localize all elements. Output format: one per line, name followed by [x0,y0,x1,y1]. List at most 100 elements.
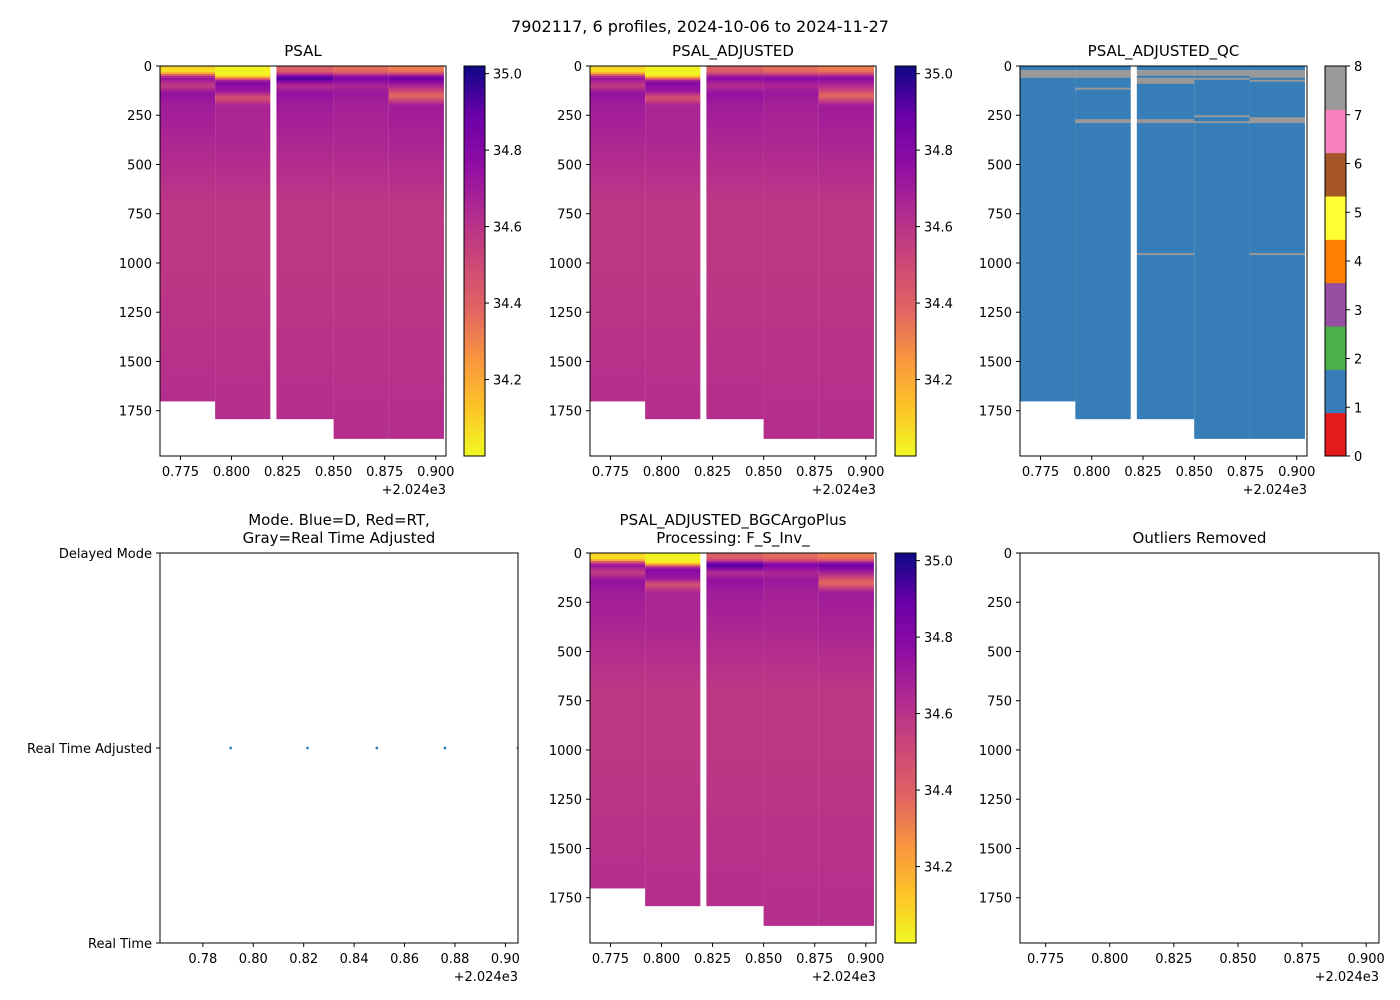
profile-cell [590,732,646,735]
profile-cell [645,89,701,93]
profile-cell [706,765,764,769]
profile-cell [276,357,334,361]
profile-cell [706,860,764,863]
profile-cell [645,184,701,187]
profile-cell [645,710,701,714]
profile-cell [590,83,646,87]
profile-cell [706,107,764,110]
profile-cell [1075,387,1131,390]
profile-cell [1075,156,1131,160]
profile-cell [645,253,701,256]
colorbar-gradient [464,66,485,456]
profile-cell [1249,66,1305,69]
profile-cell [590,736,646,739]
profile-cell [276,312,334,315]
profile-cell [1249,363,1305,366]
profile-cell [276,355,334,359]
profile-cell [1020,375,1076,378]
profile-cell [388,95,444,99]
profile-cell [706,89,764,93]
profile-cell [818,671,874,674]
profile-cell [590,763,646,767]
profile-cell [590,105,646,108]
profile-cell [706,757,764,761]
profile-cell [388,434,444,437]
profile-cell [215,266,271,270]
profile-cell [215,284,271,288]
profile-cell [1075,329,1131,333]
profile-cell [160,71,216,75]
profile-cell [1020,81,1076,85]
profile-cell [160,166,216,170]
profile-cell [818,365,874,368]
profile-cell [590,553,646,556]
profile-cell [763,885,819,889]
profile-cell [763,225,819,229]
profile-cell [763,915,819,918]
profile-cell [645,196,701,199]
profile-cell [706,730,764,733]
profile-cell [1194,341,1250,345]
profile-cell [1020,274,1076,278]
profile-cell [1075,178,1131,181]
profile-cell [706,322,764,325]
profile-cell [1075,199,1131,203]
profile-cell [645,121,701,124]
profile-cell [333,176,389,179]
profile-cell [590,123,646,126]
profile-cell [1136,329,1195,333]
profile-cell [645,365,701,368]
profile-cell [818,761,874,765]
profile-cell [590,807,646,810]
colorbar-tick-label: 34.8 [924,144,953,159]
profile-cell [763,813,819,816]
profile-column-4 [1136,66,1195,420]
profile-cell [818,909,874,913]
profile-cell [763,769,819,773]
profile-cell [388,162,444,166]
profile-cell [645,180,701,183]
profile-cell [1020,292,1076,296]
y-tick-label: 250 [557,109,582,124]
profile-cell [706,121,764,124]
profile-cell [388,205,444,209]
profile-cell [1020,300,1076,303]
profile-cell [645,742,701,745]
profile-cell [763,649,819,653]
profile-cell [276,81,334,85]
profile-cell [763,117,819,120]
profile-cell [1249,276,1305,280]
profile-cell [215,331,271,335]
profile-cell [333,148,389,152]
profile-cell [590,612,646,615]
profile-cell [645,154,701,158]
profile-cell [1249,188,1305,191]
profile-cell [590,789,646,792]
profile-cell [763,95,819,99]
profile-cell [1249,422,1305,426]
profile-cell [763,85,819,89]
colorbar-frame [894,65,917,457]
profile-cell [706,235,764,238]
profile-cell [388,276,444,280]
profile-cell [763,408,819,412]
profile-cell [1075,302,1131,305]
profile-cell [215,150,271,154]
profile-cell [1020,166,1076,170]
profile-cell [160,310,216,313]
profile-cell [276,201,334,205]
profile-cell [1136,391,1195,394]
profile-cell [818,357,874,361]
profile-cell [818,199,874,203]
profile-cell [333,385,389,388]
profile-cell [590,592,646,595]
profile-cell [645,633,701,637]
profile-cell [818,221,874,225]
profile-cell [590,840,646,844]
profile-cell [645,229,701,233]
profile-cell [818,211,874,215]
profile-cell [215,345,271,349]
profile-cell [818,661,874,664]
profile-cell [590,245,646,248]
profile-cell [706,241,764,244]
